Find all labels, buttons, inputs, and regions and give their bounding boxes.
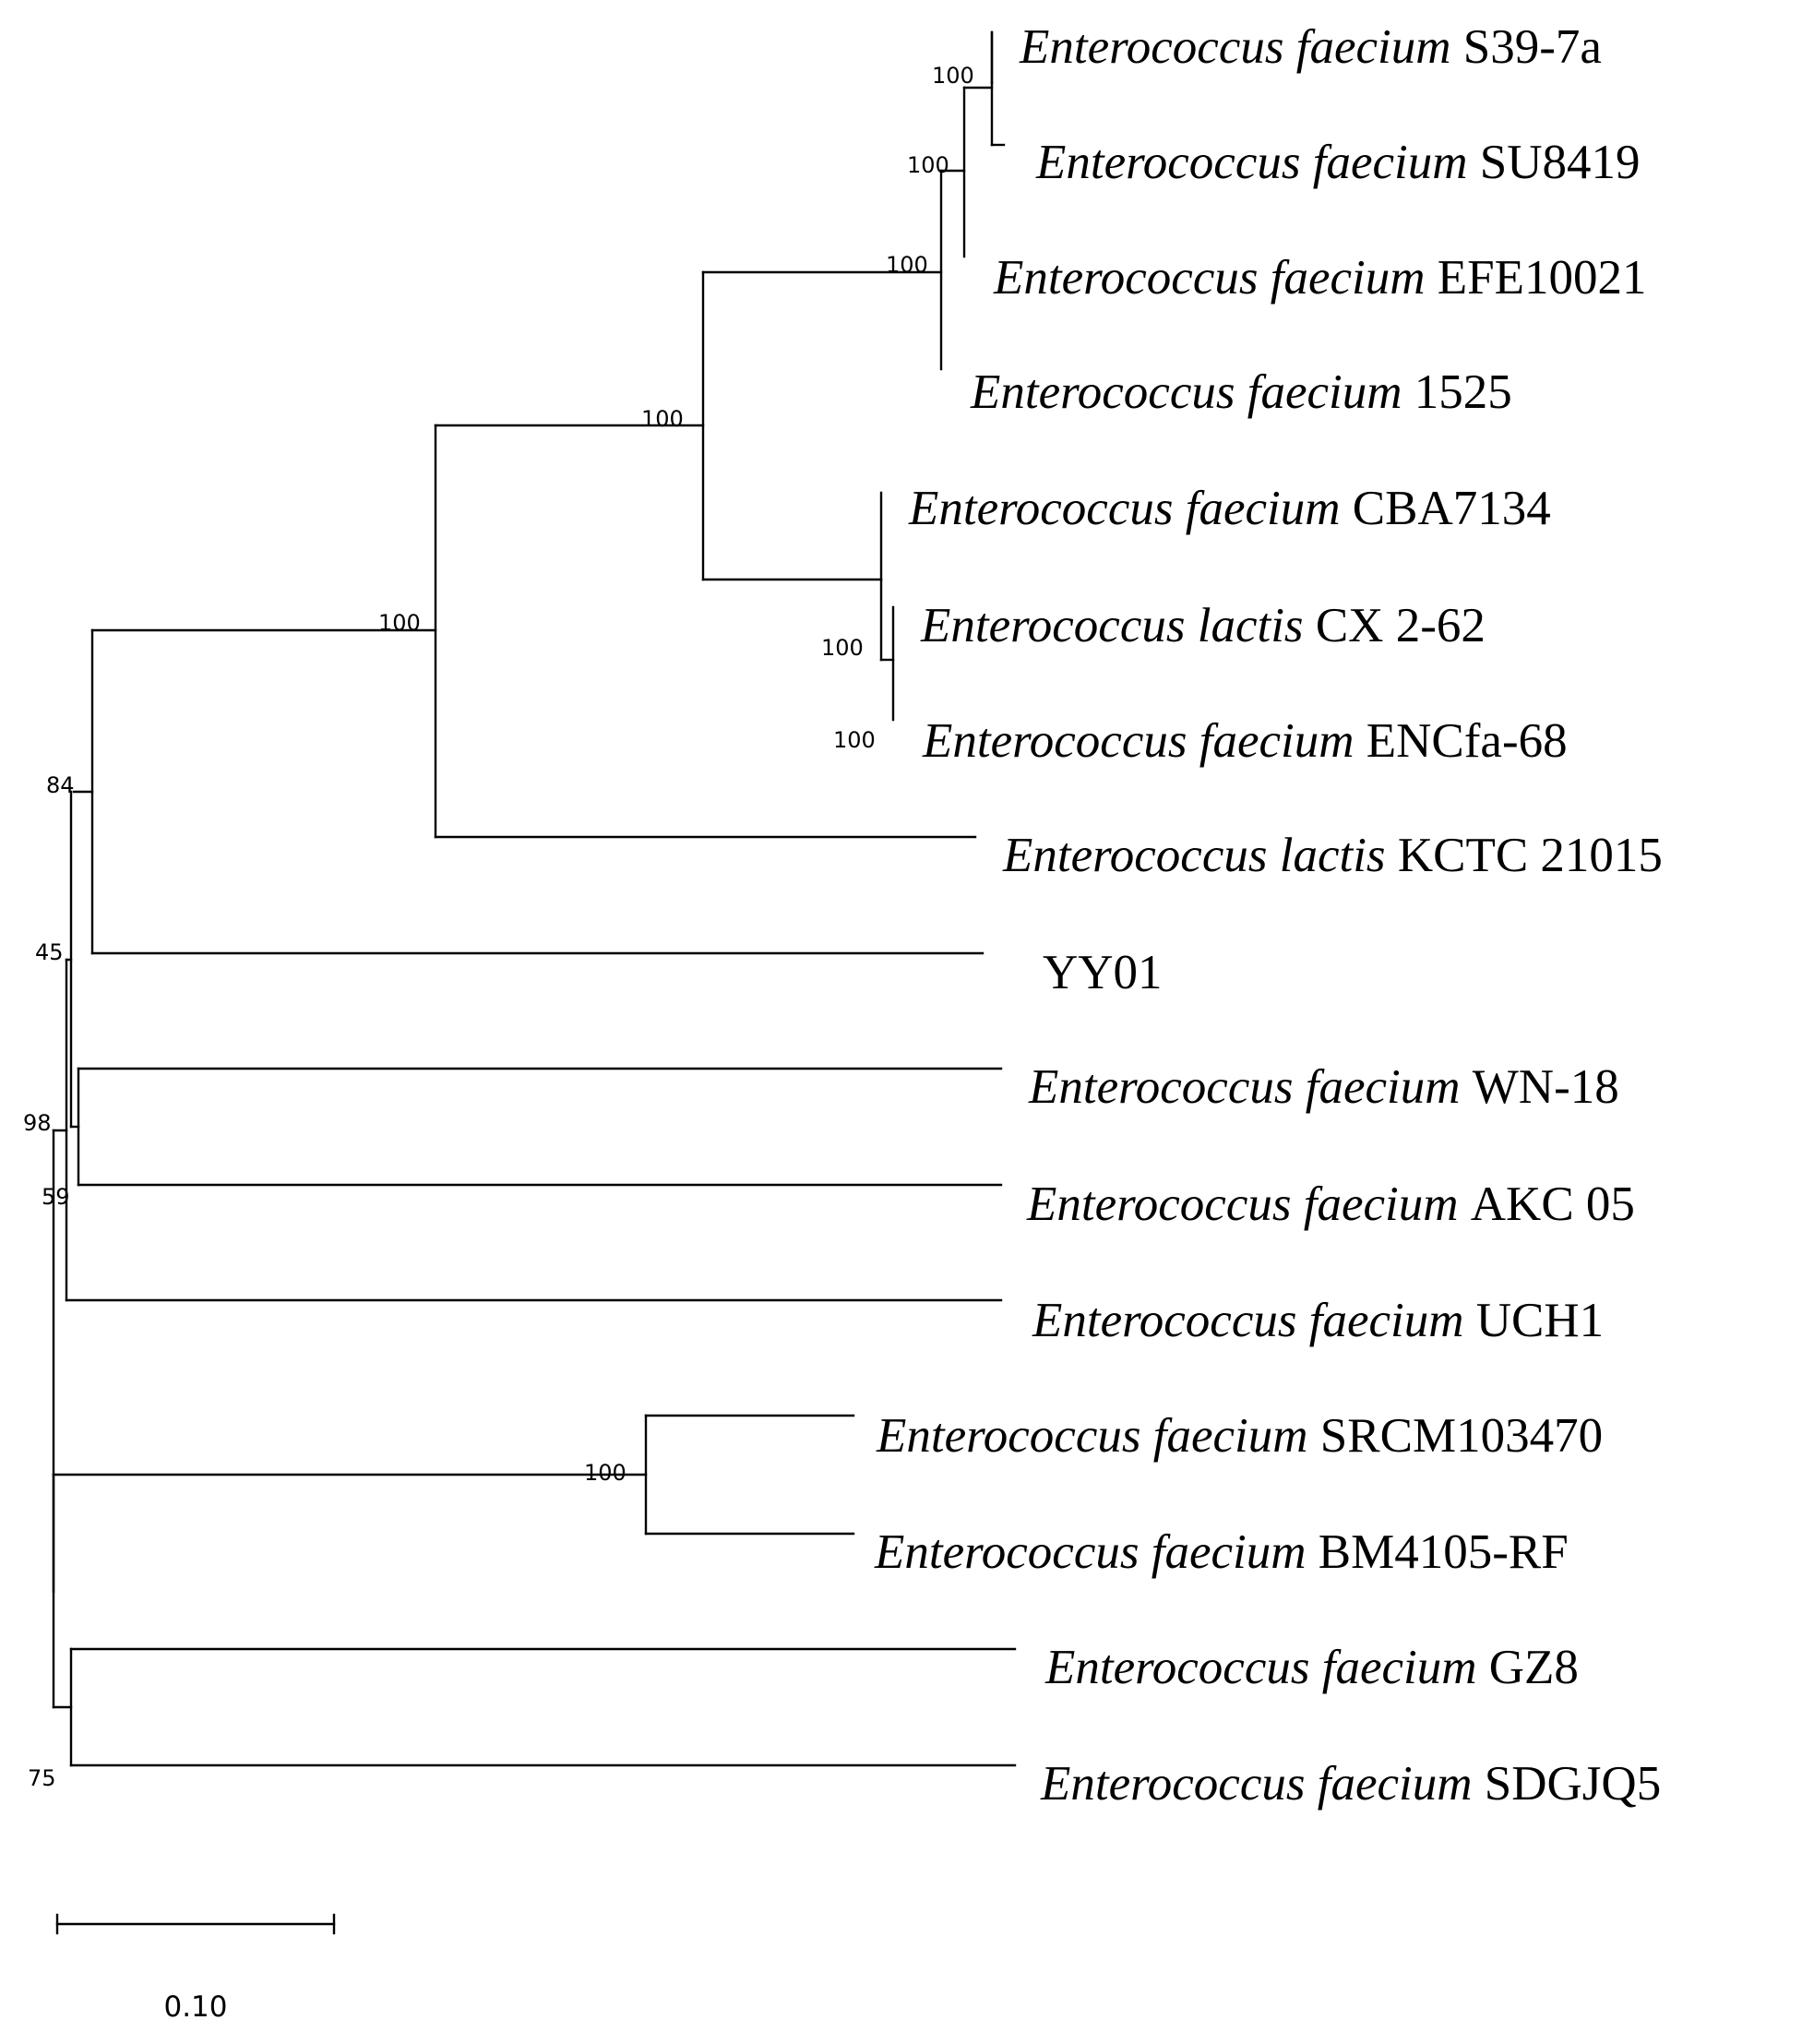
taxon-label-gz8: Enterococcus faecium GZ8 bbox=[1044, 1641, 1579, 1694]
taxon-species-name: Enterococcus faecium bbox=[1028, 1060, 1473, 1114]
bootstrap-labels: 100 100 100 100 100 100 100 84 45 98 59 100 75 bbox=[23, 63, 974, 1791]
taxon-label-wn18: Enterococcus faecium WN-18 bbox=[1028, 1060, 1619, 1114]
taxon-strain: YY01 bbox=[1043, 946, 1163, 999]
taxon-strain: SDGJQ5 bbox=[1485, 1757, 1661, 1811]
bootstrap-value: 100 bbox=[378, 610, 421, 636]
taxon-label-su84: Enterococcus faecium SU8419 bbox=[1035, 136, 1641, 189]
bootstrap-value: 100 bbox=[886, 252, 928, 278]
bootstrap-value: 84 bbox=[46, 772, 75, 798]
bootstrap-value: 75 bbox=[28, 1765, 56, 1791]
bootstrap-value: 100 bbox=[833, 727, 876, 753]
taxon-label-uch1: Enterococcus faecium UCH1 bbox=[1032, 1294, 1604, 1347]
bootstrap-value: 100 bbox=[907, 152, 949, 178]
taxon-label-cx: Enterococcus lactis CX 2-62 bbox=[920, 599, 1486, 652]
taxon-species-name: Enterococcus lactis bbox=[1002, 829, 1398, 882]
bootstrap-value: 100 bbox=[821, 635, 864, 661]
taxon-species-name: Enterococcus faecium bbox=[922, 714, 1366, 768]
taxon-species-name: Enterococcus faecium bbox=[1019, 20, 1463, 74]
taxon-species-name: Enterococcus lactis bbox=[920, 599, 1316, 652]
bootstrap-value: 98 bbox=[23, 1110, 52, 1136]
taxon-strain: SRCM103470 bbox=[1320, 1409, 1603, 1463]
taxon-species-name: Enterococcus faecium bbox=[1032, 1294, 1476, 1347]
scale-bar-label: 0.10 bbox=[163, 1990, 227, 2024]
taxon-labels: Enterococcus faecium S39-7aEnterococcus … bbox=[874, 20, 1663, 1811]
bootstrap-value: 45 bbox=[35, 939, 64, 965]
taxon-label-srcm: Enterococcus faecium SRCM103470 bbox=[876, 1409, 1603, 1463]
taxon-strain: EFE10021 bbox=[1438, 251, 1647, 305]
taxon-label-akc: Enterococcus faecium AKC 05 bbox=[1026, 1177, 1635, 1231]
taxon-label-sdg: Enterococcus faecium SDGJQ5 bbox=[1040, 1757, 1661, 1811]
taxon-label-cba: Enterococcus faecium CBA7134 bbox=[908, 482, 1551, 535]
taxon-strain: CX 2-62 bbox=[1316, 599, 1486, 652]
taxon-label-efe: Enterococcus faecium EFE10021 bbox=[993, 251, 1647, 305]
taxon-strain: 1525 bbox=[1414, 365, 1512, 419]
taxon-strain: CBA7134 bbox=[1353, 482, 1551, 535]
taxon-strain: GZ8 bbox=[1489, 1641, 1579, 1694]
taxon-label-f1525: Enterococcus faecium 1525 bbox=[970, 365, 1512, 419]
bootstrap-value: 100 bbox=[641, 406, 684, 432]
bootstrap-value: 100 bbox=[584, 1460, 627, 1486]
taxon-strain: WN-18 bbox=[1473, 1060, 1619, 1114]
taxon-species-name: Enterococcus faecium bbox=[1040, 1757, 1485, 1811]
taxon-label-s39: Enterococcus faecium S39-7a bbox=[1019, 20, 1602, 74]
taxon-strain: KCTC 21015 bbox=[1398, 829, 1663, 882]
taxon-strain: SU8419 bbox=[1480, 136, 1641, 189]
taxon-strain: UCH1 bbox=[1476, 1294, 1604, 1347]
scale-bar: 0.10 bbox=[55, 1913, 336, 2024]
taxon-strain: BM4105-RF bbox=[1319, 1525, 1569, 1579]
taxon-species-name: Enterococcus faecium bbox=[874, 1525, 1319, 1579]
taxon-strain: ENCfa-68 bbox=[1366, 714, 1568, 768]
taxon-label-kctc: Enterococcus lactis KCTC 21015 bbox=[1002, 829, 1663, 882]
taxon-species-name: Enterococcus faecium bbox=[908, 482, 1353, 535]
taxon-species-name: Enterococcus faecium bbox=[970, 365, 1414, 419]
taxon-label-enc: Enterococcus faecium ENCfa-68 bbox=[922, 714, 1568, 768]
bootstrap-value: 59 bbox=[42, 1184, 70, 1210]
taxon-strain: S39-7a bbox=[1463, 20, 1602, 74]
taxon-species-name: Enterococcus faecium bbox=[1035, 136, 1480, 189]
taxon-species-name: Enterococcus faecium bbox=[1044, 1641, 1489, 1694]
taxon-species-name: Enterococcus faecium bbox=[993, 251, 1438, 305]
bootstrap-value: 100 bbox=[932, 63, 974, 89]
taxon-strain: AKC 05 bbox=[1471, 1177, 1635, 1231]
tree-branches bbox=[52, 30, 1017, 1767]
taxon-species-name: Enterococcus faecium bbox=[876, 1409, 1320, 1463]
taxon-label-yy01: YY01 bbox=[1043, 946, 1163, 999]
taxon-label-bm: Enterococcus faecium BM4105-RF bbox=[874, 1525, 1569, 1579]
taxon-species-name: Enterococcus faecium bbox=[1026, 1177, 1471, 1231]
